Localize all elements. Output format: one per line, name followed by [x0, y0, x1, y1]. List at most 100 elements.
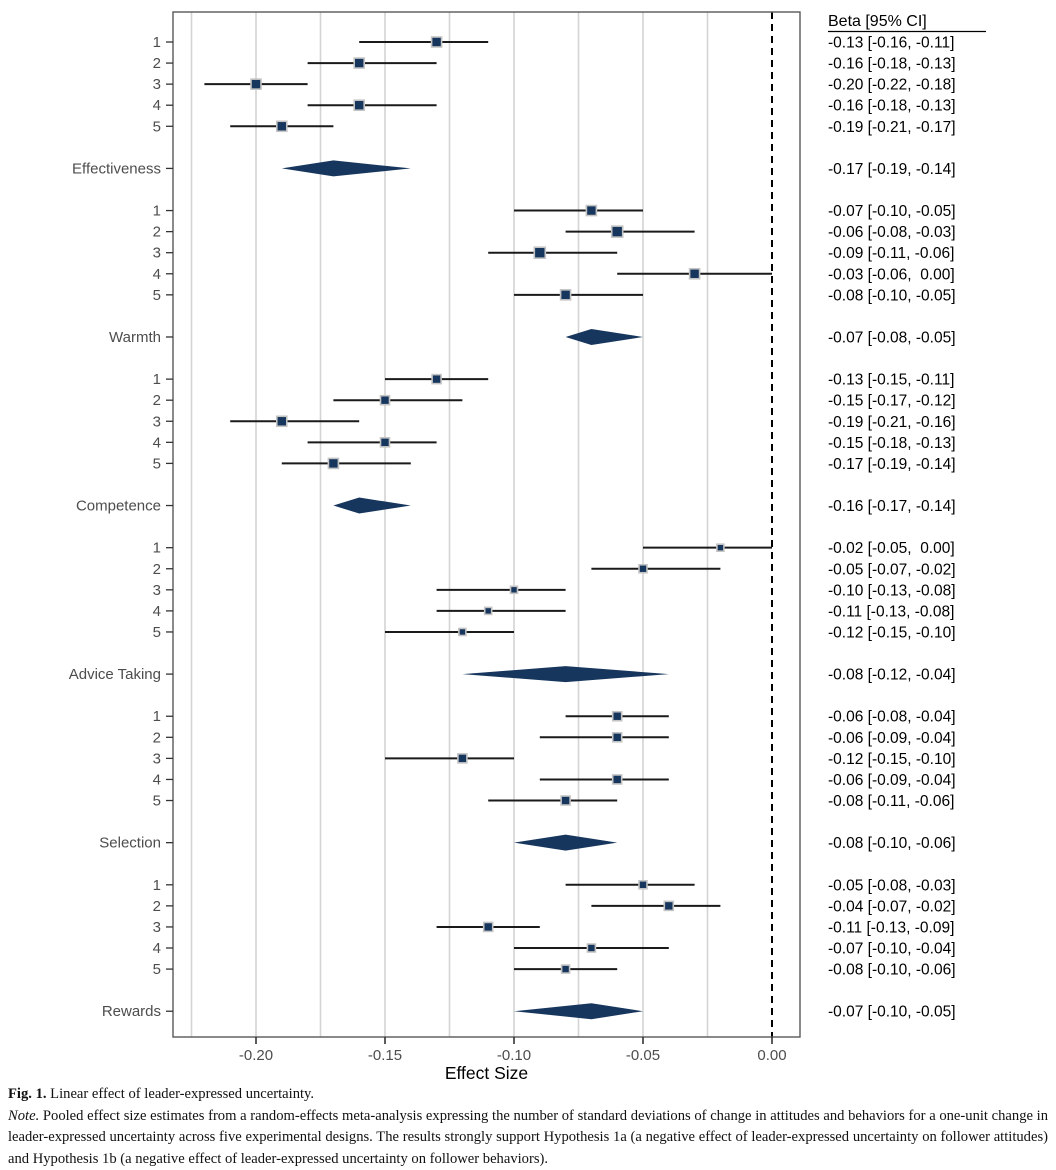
- forest-study-row: 3 -0.09 [-0.11, -0.06]: [153, 245, 955, 263]
- beta-ci-value: -0.06 [-0.08, -0.03]: [828, 224, 956, 241]
- group-label: Rewards: [102, 1003, 161, 1020]
- summary-diamond: [281, 160, 411, 177]
- beta-ci-value: -0.10 [-0.13, -0.08]: [828, 582, 956, 599]
- x-axis-tick-label: -0.20: [239, 1047, 273, 1064]
- effect-square-marker: [586, 943, 597, 953]
- forest-study-row: 5 -0.08 [-0.11, -0.06]: [153, 793, 955, 811]
- effect-square-marker: [379, 394, 391, 406]
- group-label: Effectiveness: [72, 160, 161, 177]
- caption-title-line: Fig. 1. Linear effect of leader-expresse…: [8, 1084, 1048, 1106]
- effect-square-marker: [379, 437, 391, 448]
- beta-ci-value: -0.12 [-0.15, -0.10]: [828, 751, 956, 768]
- beta-column-header: Beta [95% CI]: [828, 13, 927, 30]
- beta-ci-value: -0.02 [-0.05, 0.00]: [828, 540, 955, 557]
- forest-group: 1 -0.07 [-0.10, -0.05] 2 -0.06 [-0.08, -0.0…: [109, 203, 955, 347]
- study-row-label: 5: [153, 455, 161, 472]
- beta-ci-summary-value: -0.07 [-0.08, -0.05]: [828, 329, 956, 346]
- forest-study-row: 2 -0.04 [-0.07, -0.02]: [153, 898, 956, 916]
- forest-study-row: 3 -0.12 [-0.15, -0.10]: [153, 750, 956, 768]
- figure-number-label: Fig. 1.: [8, 1086, 47, 1102]
- beta-ci-value: -0.17 [-0.19, -0.14]: [828, 456, 956, 473]
- study-row-label: 5: [153, 793, 161, 810]
- effect-square-marker: [585, 204, 598, 217]
- forest-study-row: 1 -0.06 [-0.08, -0.04]: [153, 708, 956, 726]
- beta-ci-value: -0.13 [-0.16, -0.11]: [828, 35, 954, 52]
- effect-square-marker: [559, 289, 572, 301]
- beta-ci-value: -0.16 [-0.18, -0.13]: [828, 98, 956, 115]
- group-label: Competence: [76, 498, 161, 515]
- beta-ci-value: -0.08 [-0.10, -0.06]: [828, 962, 956, 979]
- note-text: Pooled effect size estimates from a rand…: [8, 1107, 1048, 1167]
- group-label: Advice Taking: [69, 666, 161, 683]
- summary-diamond: [565, 328, 643, 345]
- forest-group: 1 -0.13 [-0.15, -0.11] 2 -0.15 [-0.17, -0.1…: [76, 371, 956, 515]
- forest-study-row: 3 -0.10 [-0.13, -0.08]: [153, 582, 956, 600]
- beta-ci-value: -0.07 [-0.10, -0.05]: [828, 203, 956, 220]
- effect-square-marker: [327, 457, 340, 470]
- forest-study-row: 4 -0.03 [-0.06, 0.00]: [153, 266, 955, 284]
- forest-study-row: 4 -0.07 [-0.10, -0.04]: [153, 940, 956, 958]
- x-axis-tick-label: -0.05: [626, 1047, 660, 1064]
- effect-square-marker: [610, 225, 624, 238]
- beta-ci-summary-value: -0.08 [-0.12, -0.04]: [828, 667, 956, 684]
- study-row-label: 5: [153, 118, 161, 135]
- forest-study-row: 5 -0.19 [-0.21, -0.17]: [153, 118, 956, 136]
- summary-diamond: [462, 666, 669, 683]
- study-row-label: 3: [153, 582, 161, 599]
- note-label: Note.: [8, 1107, 40, 1124]
- effect-square-marker: [716, 543, 725, 552]
- effect-square-marker: [353, 57, 366, 69]
- effect-square-marker: [275, 120, 288, 133]
- study-row-label: 2: [153, 561, 161, 578]
- study-row-label: 5: [153, 961, 161, 978]
- effect-square-marker: [483, 606, 493, 616]
- figure-title: Linear effect of leader-expressed uncert…: [50, 1086, 315, 1102]
- forest-study-row: 1 -0.07 [-0.10, -0.05]: [153, 203, 956, 221]
- effect-square-marker: [250, 78, 262, 90]
- study-row-label: 4: [153, 97, 161, 114]
- forest-study-row: 2 -0.16 [-0.18, -0.13]: [153, 55, 956, 73]
- beta-ci-value: -0.11 [-0.13, -0.08]: [828, 603, 954, 620]
- forest-study-row: 2 -0.15 [-0.17, -0.12]: [153, 392, 956, 410]
- study-row-label: 5: [153, 624, 161, 641]
- forest-study-row: 5 -0.17 [-0.19, -0.14]: [153, 455, 956, 473]
- effect-square-marker: [611, 710, 623, 722]
- beta-ci-value: -0.08 [-0.10, -0.05]: [828, 287, 956, 304]
- forest-summary-row: Effectiveness -0.17 [-0.19, -0.14]: [72, 160, 956, 178]
- forest-summary-row: Selection -0.08 [-0.10, -0.06]: [99, 834, 956, 852]
- x-axis-tick-label: -0.10: [497, 1047, 531, 1064]
- forest-group: 1 -0.06 [-0.08, -0.04] 2 -0.06 [-0.09, -0.0…: [99, 708, 955, 852]
- study-row-label: 1: [153, 371, 161, 388]
- beta-ci-value: -0.15 [-0.18, -0.13]: [828, 435, 956, 452]
- beta-ci-value: -0.04 [-0.07, -0.02]: [828, 898, 956, 915]
- study-row-label: 1: [153, 34, 161, 51]
- beta-ci-value: -0.05 [-0.08, -0.03]: [828, 877, 956, 894]
- study-row-label: 3: [153, 750, 161, 767]
- forest-study-row: 1 -0.02 [-0.05, 0.00]: [153, 540, 955, 558]
- effect-square-marker: [430, 36, 443, 48]
- forest-summary-row: Advice Taking -0.08 [-0.12, -0.04]: [69, 666, 956, 684]
- forest-study-row: 5 -0.08 [-0.10, -0.06]: [153, 961, 956, 979]
- effect-square-marker: [457, 753, 468, 764]
- effect-square-marker: [431, 373, 442, 385]
- forest-study-row: 3 -0.20 [-0.22, -0.18]: [153, 76, 956, 94]
- effect-square-marker: [533, 246, 547, 259]
- forest-study-row: 5 -0.12 [-0.15, -0.10]: [153, 624, 956, 642]
- study-row-label: 1: [153, 540, 161, 557]
- group-label: Warmth: [109, 329, 161, 346]
- effect-square-marker: [663, 900, 675, 912]
- beta-ci-value: -0.07 [-0.10, -0.04]: [828, 941, 956, 958]
- group-label: Selection: [99, 835, 161, 852]
- beta-ci-value: -0.06 [-0.09, -0.04]: [828, 772, 956, 789]
- study-row-label: 2: [153, 224, 161, 241]
- caption-note-line: Note. Pooled effect size estimates from …: [8, 1106, 1048, 1170]
- study-row-label: 3: [153, 919, 161, 936]
- study-row-label: 5: [153, 287, 161, 304]
- effect-square-marker: [275, 415, 288, 428]
- beta-ci-value: -0.12 [-0.15, -0.10]: [828, 624, 956, 641]
- beta-ci-summary-value: -0.17 [-0.19, -0.14]: [828, 161, 956, 178]
- figure-caption: Fig. 1. Linear effect of leader-expresse…: [0, 1082, 1056, 1170]
- beta-ci-value: -0.16 [-0.18, -0.13]: [828, 56, 956, 73]
- effect-square-marker: [353, 99, 366, 112]
- beta-ci-summary-value: -0.08 [-0.10, -0.06]: [828, 835, 956, 852]
